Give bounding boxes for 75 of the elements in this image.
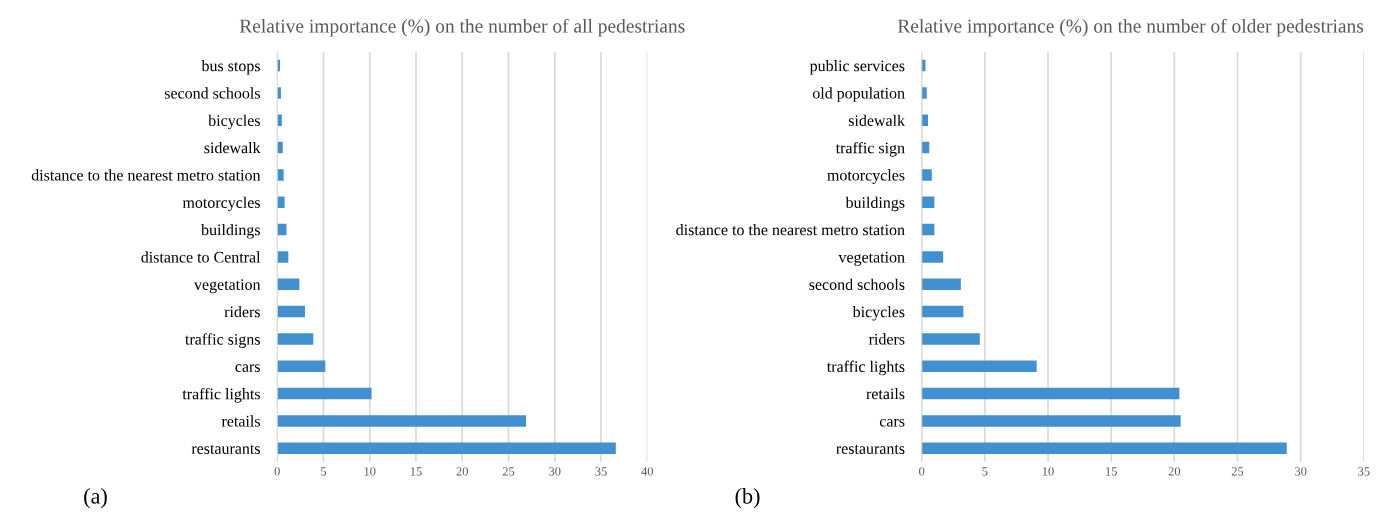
y-tick-label: sidewalk bbox=[848, 114, 906, 126]
y-tick-label: restaurants bbox=[191, 444, 260, 454]
x-tick-label: 5 bbox=[982, 467, 988, 476]
x-tick-label: 35 bbox=[1358, 467, 1370, 476]
x-tick-label: 20 bbox=[456, 467, 468, 476]
x-tick-label: 40 bbox=[641, 467, 654, 476]
bar bbox=[277, 278, 300, 290]
chart-title: Relative importance (%) on the number of older pedestrians bbox=[897, 18, 1364, 37]
y-tick-label: retails bbox=[866, 388, 905, 400]
bar bbox=[921, 87, 927, 99]
bar bbox=[277, 305, 305, 318]
y-tick-label: vegetation bbox=[194, 279, 261, 294]
y-tick-label: motorcycles bbox=[827, 169, 905, 184]
y-tick-label: distance to the nearest metro station bbox=[676, 224, 905, 236]
bar bbox=[277, 333, 314, 345]
bar bbox=[921, 278, 961, 290]
y-tick-label: vegetation bbox=[838, 251, 905, 266]
y-tick-label: distance to Central bbox=[141, 251, 261, 263]
y-tick-label: distance to the nearest metro station bbox=[31, 169, 261, 181]
y-tick-label: retails bbox=[221, 415, 260, 427]
bar bbox=[921, 251, 944, 263]
y-tick-label: traffic signs bbox=[185, 333, 260, 348]
chart-title: Relative importance (%) on the number of all pedestrians bbox=[239, 18, 685, 37]
y-tick-label: traffic lights bbox=[826, 360, 905, 376]
bar bbox=[277, 360, 326, 372]
bar bbox=[277, 251, 289, 263]
y-tick-label: riders bbox=[868, 333, 905, 345]
bar bbox=[921, 305, 964, 318]
y-tick-label: cars bbox=[879, 418, 905, 427]
bar bbox=[921, 360, 1037, 372]
bar bbox=[277, 169, 284, 181]
text: (a) bbox=[84, 488, 107, 509]
x-tick-label: 0 bbox=[274, 467, 280, 476]
bar bbox=[921, 223, 935, 236]
bar bbox=[921, 415, 1181, 427]
y-tick-label: old population bbox=[812, 87, 905, 102]
x-tick-label: 15 bbox=[1106, 467, 1117, 476]
x-tick-label: 20 bbox=[1168, 467, 1181, 476]
x-tick-label: 0 bbox=[919, 467, 925, 476]
y-tick-label: traffic lights bbox=[182, 387, 260, 403]
x-tick-label: 25 bbox=[502, 467, 515, 476]
y-tick-label: restaurants bbox=[836, 444, 905, 454]
x-tick-label: 15 bbox=[410, 467, 422, 476]
bar bbox=[277, 387, 372, 400]
y-tick-label: bus stops bbox=[201, 60, 260, 75]
y-tick-label: buildings bbox=[201, 224, 260, 239]
bar bbox=[277, 196, 285, 208]
y-tick-label: second schools bbox=[809, 278, 905, 290]
y-tick-label: sidewalk bbox=[204, 142, 261, 154]
y-tick-label: bicycles bbox=[852, 306, 905, 321]
y-tick-label: buildings bbox=[845, 196, 905, 212]
x-tick-label: 10 bbox=[1042, 467, 1054, 476]
y-tick-label: motorcycles bbox=[182, 196, 260, 212]
bar bbox=[277, 114, 282, 126]
bar bbox=[921, 387, 1180, 400]
y-tick-label: riders bbox=[224, 306, 260, 318]
bar bbox=[921, 196, 935, 208]
x-tick-label: 30 bbox=[549, 467, 561, 476]
y-tick-label: second schools bbox=[164, 87, 260, 99]
bar bbox=[921, 333, 980, 345]
bar bbox=[921, 169, 932, 181]
x-tick-label: 10 bbox=[364, 467, 376, 476]
y-tick-label: cars bbox=[235, 364, 260, 372]
y-tick-label: traffic sign bbox=[835, 141, 905, 157]
bar bbox=[277, 442, 616, 454]
x-tick-label: 35 bbox=[595, 467, 607, 476]
bar bbox=[921, 442, 1287, 454]
y-tick-label: public services bbox=[809, 60, 905, 75]
y-tick-label: bicycles bbox=[208, 114, 260, 130]
bar bbox=[277, 415, 527, 427]
text: (b) bbox=[735, 488, 760, 509]
x-tick-label: 25 bbox=[1231, 467, 1244, 476]
x-tick-label: 5 bbox=[321, 467, 327, 476]
x-tick-label: 30 bbox=[1295, 467, 1307, 476]
bar bbox=[921, 114, 929, 126]
